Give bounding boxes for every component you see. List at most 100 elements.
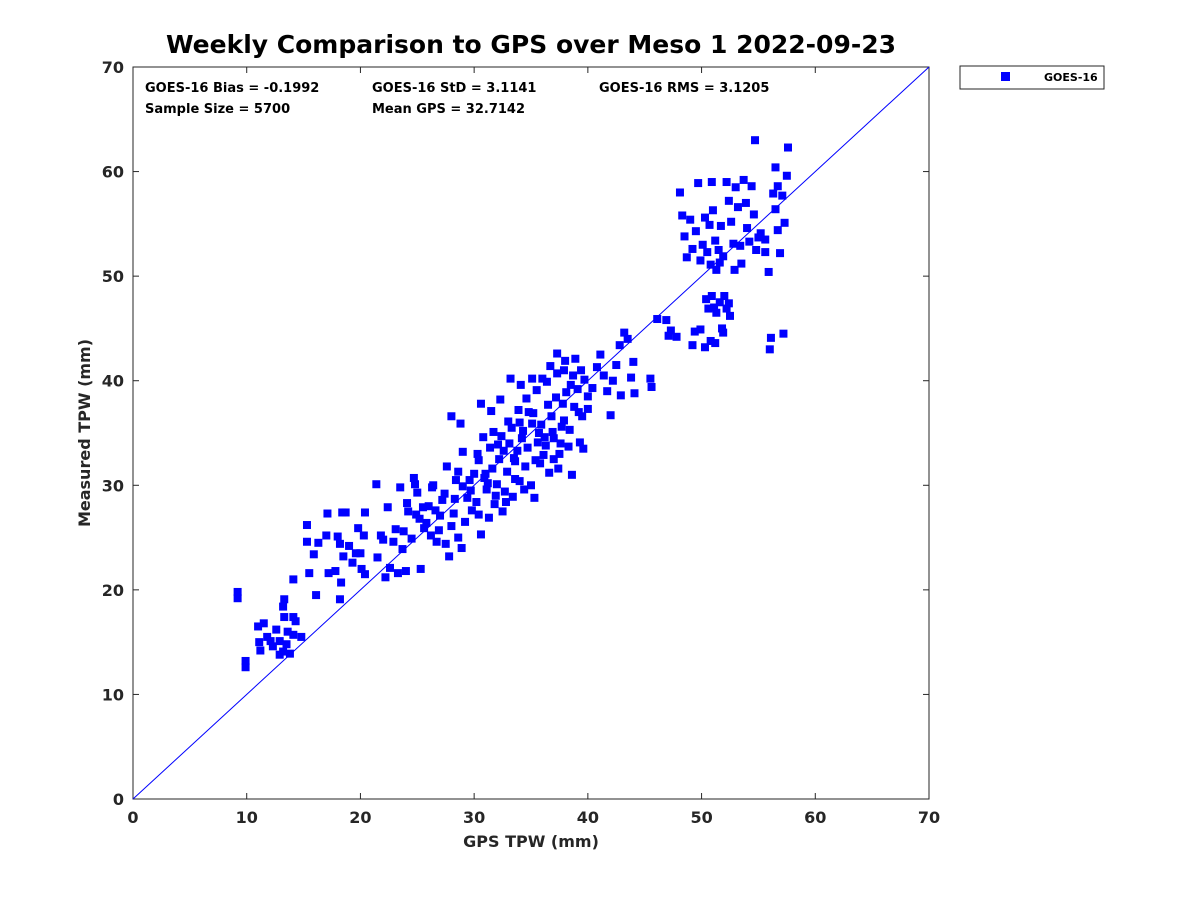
data-point <box>372 480 381 489</box>
data-point <box>420 524 429 533</box>
data-point <box>331 567 340 576</box>
data-point <box>710 303 719 312</box>
data-point <box>562 388 571 397</box>
data-point <box>415 514 424 523</box>
data-point <box>708 206 717 215</box>
data-point <box>523 443 532 452</box>
data-point <box>577 366 586 375</box>
data-point <box>461 517 470 526</box>
data-point <box>566 380 575 389</box>
chart-title: Weekly Comparison to GPS over Meso 1 202… <box>166 30 896 59</box>
data-point <box>297 632 306 641</box>
x-tick-label: 0 <box>127 808 138 827</box>
data-point <box>783 143 792 152</box>
data-point <box>356 549 365 558</box>
data-point <box>407 534 416 543</box>
data-point <box>488 464 497 473</box>
data-point <box>391 525 400 534</box>
stat-sample-size: Sample Size = 5700 <box>145 102 290 117</box>
data-point <box>283 627 292 636</box>
x-tick-label: 10 <box>236 808 258 827</box>
data-point <box>711 339 720 348</box>
data-point <box>706 260 715 269</box>
data-point <box>454 467 463 476</box>
y-tick-label: 50 <box>102 267 124 286</box>
data-point <box>741 198 750 207</box>
data-point <box>505 439 514 448</box>
data-point <box>506 374 515 383</box>
data-point <box>519 426 528 435</box>
data-point <box>629 357 638 366</box>
data-point <box>416 564 425 573</box>
data-point <box>662 316 671 325</box>
data-point <box>479 433 488 442</box>
data-point <box>457 544 466 553</box>
data-point <box>333 532 342 541</box>
data-point <box>456 419 465 428</box>
data-points <box>233 136 792 672</box>
data-point <box>730 265 739 274</box>
data-point <box>747 182 756 191</box>
data-point <box>491 491 500 500</box>
data-point <box>472 498 481 507</box>
data-point <box>773 226 782 235</box>
data-point <box>544 400 553 409</box>
data-point <box>771 205 780 214</box>
data-point <box>429 481 438 490</box>
data-point <box>716 221 725 230</box>
data-point <box>532 386 541 395</box>
data-point <box>470 469 479 478</box>
data-point <box>305 569 314 578</box>
data-point <box>696 325 705 334</box>
data-point <box>766 333 775 342</box>
stat-std: GOES-16 StD = 3.1141 <box>372 81 536 96</box>
data-point <box>630 389 639 398</box>
data-point <box>578 412 587 421</box>
data-point <box>476 399 485 408</box>
data-point <box>749 210 758 219</box>
data-point <box>722 304 731 313</box>
data-point <box>556 439 565 448</box>
data-point <box>706 336 715 345</box>
data-point <box>381 573 390 582</box>
data-point <box>715 298 724 307</box>
data-point <box>399 527 408 536</box>
data-point <box>567 470 576 479</box>
data-point <box>445 552 454 561</box>
y-tick-label: 40 <box>102 372 124 391</box>
data-point <box>373 553 382 562</box>
data-point <box>255 638 264 647</box>
data-point <box>545 468 554 477</box>
data-point <box>275 637 284 646</box>
data-point <box>503 467 512 476</box>
data-point <box>546 362 555 371</box>
y-tick-label: 60 <box>102 163 124 182</box>
legend-box <box>959 65 1105 90</box>
data-point <box>739 175 748 184</box>
data-point <box>534 429 543 437</box>
data-point <box>743 224 752 233</box>
data-point <box>707 292 716 301</box>
data-point <box>233 594 242 603</box>
data-point <box>778 191 787 200</box>
data-point <box>536 459 545 468</box>
legend-marker-square <box>1001 72 1010 81</box>
data-point <box>682 253 691 262</box>
data-point <box>497 432 506 441</box>
reference-line-group <box>132 66 930 800</box>
data-point <box>514 405 523 414</box>
x-axis-label: GPS TPW (mm) <box>463 832 599 851</box>
data-point <box>731 183 740 192</box>
data-point <box>354 524 363 533</box>
data-point <box>700 343 709 352</box>
data-point <box>779 329 788 338</box>
data-point <box>511 475 520 484</box>
data-point <box>458 482 467 491</box>
stat-bias: GOES-16 Bias = -0.1992 <box>145 81 319 96</box>
stat-rms: GOES-16 RMS = 3.1205 <box>599 81 769 96</box>
data-point <box>575 438 584 447</box>
data-point <box>574 408 583 417</box>
data-point <box>530 493 539 502</box>
data-point <box>557 422 566 431</box>
